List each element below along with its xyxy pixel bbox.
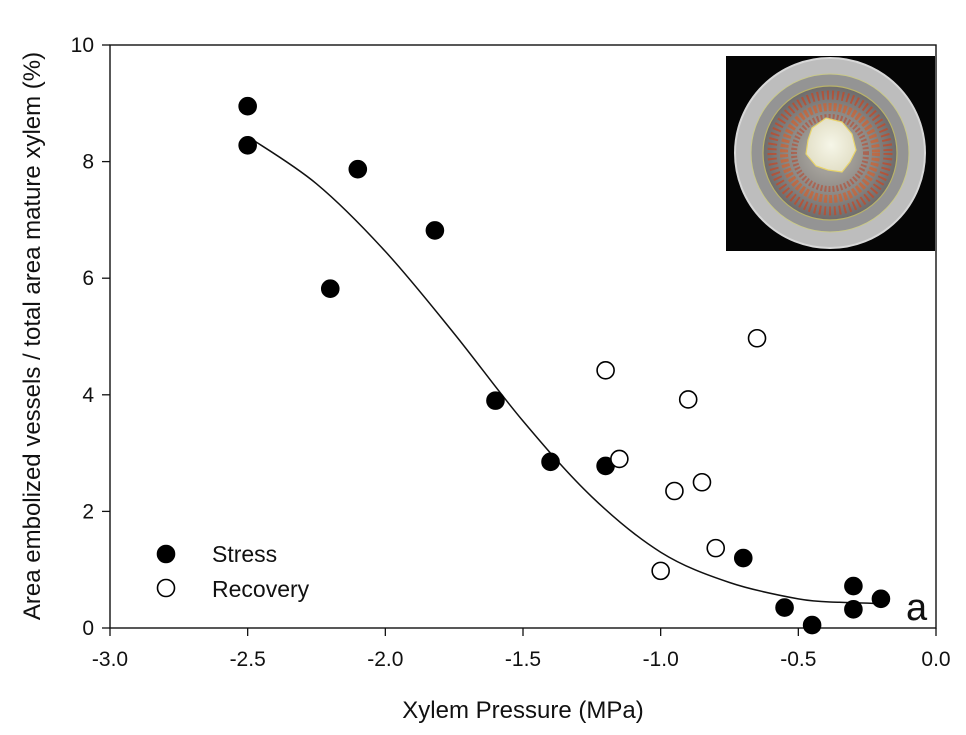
data-points bbox=[238, 96, 891, 635]
y-tick-label: 6 bbox=[82, 267, 94, 290]
legend-marker-stress bbox=[156, 544, 176, 564]
x-axis: -3.0 -2.5 -2.0 -1.5 -1.0 -0.5 0.0 bbox=[92, 628, 951, 671]
legend-label-recovery: Recovery bbox=[212, 576, 310, 602]
recovery-point bbox=[596, 361, 615, 380]
stress-point bbox=[348, 159, 368, 179]
recovery-point bbox=[651, 561, 670, 581]
recovery-point bbox=[692, 472, 712, 492]
stress-point bbox=[733, 548, 753, 568]
recovery-point bbox=[665, 481, 684, 501]
x-axis-title: Xylem Pressure (MPa) bbox=[402, 697, 643, 724]
legend-marker-recovery bbox=[156, 578, 176, 598]
stress-point bbox=[425, 221, 445, 240]
recovery-point bbox=[678, 390, 698, 409]
stress-point bbox=[871, 589, 891, 609]
stress-point bbox=[541, 452, 560, 472]
x-tick-label: -1.5 bbox=[505, 648, 541, 671]
recovery-point bbox=[747, 328, 767, 348]
stress-point bbox=[844, 576, 863, 596]
legend-label-stress: Stress bbox=[212, 541, 277, 567]
panel-label: a bbox=[906, 587, 928, 629]
x-tick-label: 0.0 bbox=[921, 648, 950, 671]
y-tick-label: 2 bbox=[82, 500, 94, 523]
stress-point bbox=[775, 598, 794, 617]
y-axis-title: Area embolized vessels / total area matu… bbox=[19, 52, 46, 620]
stress-point bbox=[802, 615, 822, 635]
stress-point bbox=[844, 600, 863, 619]
stress-point bbox=[238, 135, 257, 155]
x-tick-label: -2.5 bbox=[230, 648, 266, 671]
stress-point bbox=[320, 279, 340, 298]
y-tick-label: 8 bbox=[82, 151, 94, 174]
stress-point bbox=[486, 391, 505, 410]
x-tick-label: -3.0 bbox=[92, 648, 128, 671]
fit-curve bbox=[247, 135, 881, 605]
x-tick-label: -0.5 bbox=[780, 648, 816, 671]
y-tick-label: 0 bbox=[82, 617, 94, 640]
y-tick-label: 10 bbox=[71, 34, 94, 57]
stress-point bbox=[238, 96, 257, 116]
y-axis: 0 2 4 6 8 10 bbox=[71, 34, 110, 640]
xylem-cross-section-image bbox=[726, 56, 935, 251]
recovery-point bbox=[610, 449, 629, 469]
y-tick-label: 4 bbox=[82, 384, 94, 407]
x-tick-label: -2.0 bbox=[367, 648, 403, 671]
recovery-point bbox=[706, 538, 726, 558]
legend: Stress Recovery bbox=[156, 541, 310, 602]
x-tick-label: -1.0 bbox=[643, 648, 679, 671]
